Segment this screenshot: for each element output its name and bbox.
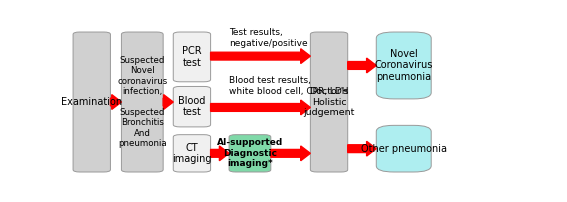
Text: Novel
Coronavirus
pneumonia: Novel Coronavirus pneumonia xyxy=(375,49,433,82)
Text: Examination: Examination xyxy=(61,97,122,107)
Polygon shape xyxy=(210,146,229,161)
FancyBboxPatch shape xyxy=(174,32,210,82)
FancyBboxPatch shape xyxy=(174,135,210,172)
Polygon shape xyxy=(210,49,310,63)
Polygon shape xyxy=(111,95,121,109)
Polygon shape xyxy=(348,58,376,73)
Polygon shape xyxy=(163,95,174,109)
Text: Test results,
negative/positive: Test results, negative/positive xyxy=(229,28,308,47)
Polygon shape xyxy=(210,100,310,115)
FancyBboxPatch shape xyxy=(376,125,431,172)
Text: Suspected
Novel
coronavirus
infection,

Suspected
Bronchitis
And
pneumonia: Suspected Novel coronavirus infection, S… xyxy=(117,56,167,148)
Text: Blood test results,
white blood cell, CPR, LDH: Blood test results, white blood cell, CP… xyxy=(229,76,349,96)
Text: Other pneumonia: Other pneumonia xyxy=(361,144,447,154)
FancyBboxPatch shape xyxy=(73,32,111,172)
Text: Blood
test: Blood test xyxy=(178,96,206,118)
Polygon shape xyxy=(348,141,376,156)
FancyBboxPatch shape xyxy=(174,86,210,127)
Text: CT
imaging: CT imaging xyxy=(172,143,211,164)
Text: AI-supported
Diagnostic
imaging*: AI-supported Diagnostic imaging* xyxy=(217,138,283,168)
FancyBboxPatch shape xyxy=(376,32,431,99)
Polygon shape xyxy=(271,146,310,161)
FancyBboxPatch shape xyxy=(229,135,271,172)
Text: Doctor's
Holistic
judgement: Doctor's Holistic judgement xyxy=(303,87,355,117)
FancyBboxPatch shape xyxy=(121,32,163,172)
FancyBboxPatch shape xyxy=(310,32,348,172)
Text: PCR
test: PCR test xyxy=(182,46,202,68)
